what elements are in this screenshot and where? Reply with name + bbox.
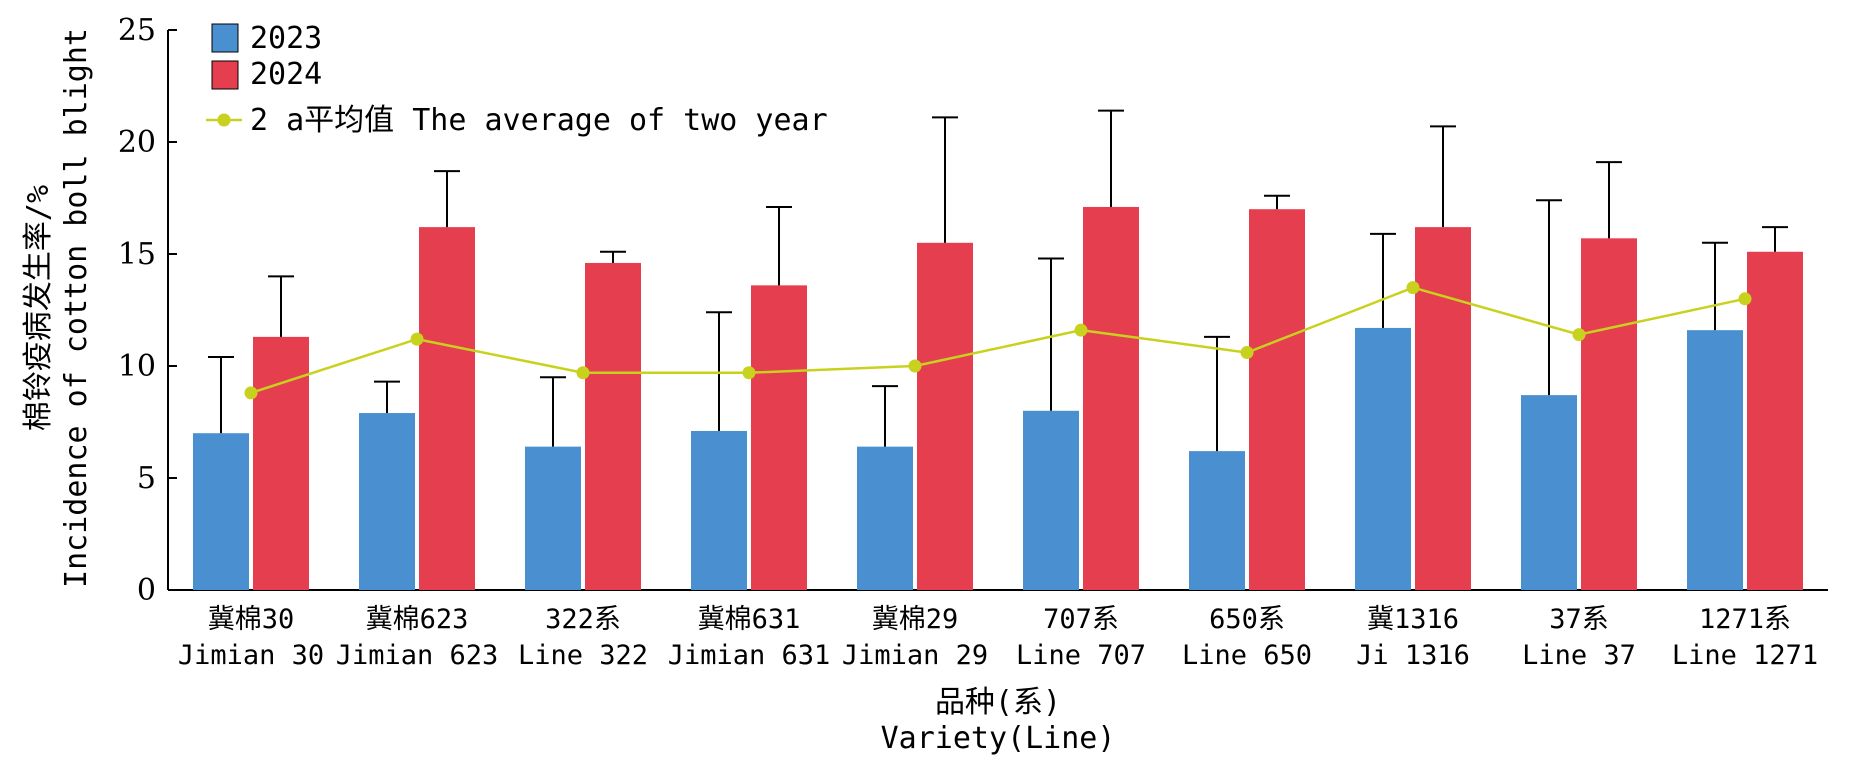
legend-swatch-2024 [211, 60, 239, 90]
bar-2023 [1023, 410, 1079, 590]
average-point [1738, 292, 1752, 306]
legend-swatch-2023 [211, 23, 239, 53]
bar-2024 [419, 227, 475, 590]
bar-2024 [1581, 238, 1637, 590]
average-point [1572, 328, 1586, 342]
x-axis-title-zh: 品种(系) [935, 685, 1061, 720]
y-tick-label: 10 [118, 349, 156, 384]
average-point [908, 359, 922, 373]
y-tick-label: 0 [137, 573, 156, 608]
x-tick-label-zh: 1271系 [1699, 604, 1791, 635]
bar-2024 [751, 285, 807, 590]
x-tick-label-en: Jimian 29 [842, 640, 988, 671]
x-tick-label-en: Line 650 [1182, 640, 1312, 671]
x-tick-label-en: Line 37 [1522, 640, 1636, 671]
average-line [250, 286, 1746, 395]
bar-2024 [585, 262, 641, 590]
y-tick-label: 5 [137, 461, 156, 496]
bar-2024 [1083, 206, 1139, 590]
x-tick-label-en: Jimian 623 [336, 640, 499, 671]
x-tick-label-zh: 707系 [1043, 604, 1119, 635]
bar-2023 [1189, 451, 1245, 590]
bar-2024 [1747, 251, 1803, 590]
y-axis-title-en: Incidence of cotton boll blight [59, 28, 94, 588]
x-tick-label-en: Jimian 30 [178, 640, 324, 671]
bar-2023 [359, 413, 415, 590]
x-tick-label-zh: 冀棉631 [698, 604, 801, 635]
bar-2024 [1415, 227, 1471, 590]
x-tick-label-zh: 冀棉30 [208, 604, 295, 635]
average-point [244, 386, 258, 400]
x-tick-label-zh: 冀棉29 [872, 604, 959, 635]
average-point [1240, 346, 1254, 360]
bar-2023 [857, 446, 913, 590]
bar-2023 [1521, 395, 1577, 590]
bar-2024 [917, 242, 973, 591]
bar-2023 [193, 433, 249, 590]
legend-marker-average [217, 113, 231, 127]
bar-2023 [691, 430, 747, 590]
y-tick-label: 15 [118, 237, 156, 272]
average-point [1074, 323, 1088, 337]
bar-2023 [525, 446, 581, 590]
x-tick-label-zh: 37系 [1549, 604, 1609, 635]
x-tick-label-en: Line 707 [1016, 640, 1146, 671]
legend-label-average: 2 a平均值 The average of two year [250, 103, 828, 138]
bar-2024 [253, 336, 309, 590]
y-axis-title-zh: 棉铃疫病发生率/% [21, 185, 56, 431]
legend-label-2023: 2023 [250, 21, 322, 56]
x-tick-label-en: Line 322 [518, 640, 648, 671]
x-tick-label-zh: 冀棉623 [366, 604, 469, 635]
x-tick-label-en: Jimian 631 [668, 640, 831, 671]
x-tick-label-zh: 冀1316 [1367, 604, 1459, 635]
legend-label-2024: 2024 [250, 57, 322, 92]
x-tick-label-en: Ji 1316 [1356, 640, 1470, 671]
x-axis-title-en: Variety(Line) [881, 721, 1116, 756]
average-point [1406, 281, 1420, 295]
bar-2023 [1355, 327, 1411, 590]
y-tick-label: 25 [118, 13, 156, 48]
x-tick-label-en: Line 1271 [1672, 640, 1818, 671]
x-tick-label-zh: 650系 [1209, 604, 1285, 635]
average-point [576, 366, 590, 380]
bar-2024 [1249, 209, 1305, 590]
average-point [410, 332, 424, 346]
y-tick-label: 20 [118, 125, 156, 160]
bar-2023 [1687, 330, 1743, 590]
x-tick-label-zh: 322系 [545, 604, 621, 635]
average-point [742, 366, 756, 380]
